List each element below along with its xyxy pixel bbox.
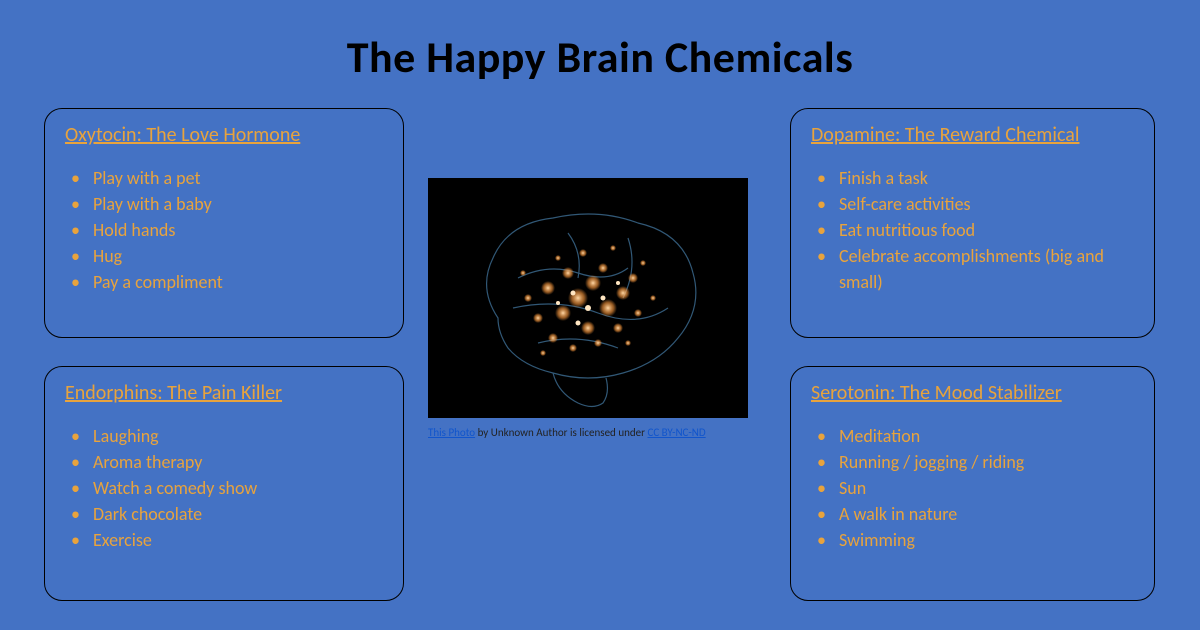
list-item: Swimming	[815, 527, 1134, 553]
list-item: Watch a comedy show	[69, 475, 383, 501]
brain-icon	[428, 178, 748, 418]
box-dopamine-heading: Dopamine: The Reward Chemical	[811, 123, 1134, 147]
box-dopamine-list: Finish a task Self-care activities Eat n…	[811, 165, 1134, 295]
box-endorphins: Endorphins: The Pain Killer Laughing Aro…	[44, 366, 404, 601]
caption-link-license[interactable]: CC BY-NC-ND	[647, 426, 705, 439]
list-item: Aroma therapy	[69, 449, 383, 475]
brain-image	[428, 178, 748, 418]
caption-link-photo[interactable]: This Photo	[428, 426, 475, 439]
list-item: Meditation	[815, 423, 1134, 449]
box-serotonin: Serotonin: The Mood Stabilizer Meditatio…	[790, 366, 1155, 601]
list-item: Sun	[815, 475, 1134, 501]
box-dopamine: Dopamine: The Reward Chemical Finish a t…	[790, 108, 1155, 338]
page-title: The Happy Brain Chemicals	[0, 0, 1200, 84]
list-item: Hug	[69, 243, 383, 269]
list-item: Hold hands	[69, 217, 383, 243]
box-oxytocin-heading: Oxytocin: The Love Hormone	[65, 123, 383, 147]
list-item: Running / jogging / riding	[815, 449, 1134, 475]
list-item: Pay a compliment	[69, 269, 383, 295]
box-endorphins-heading: Endorphins: The Pain Killer	[65, 381, 383, 405]
box-serotonin-list: Meditation Running / jogging / riding Su…	[811, 423, 1134, 553]
list-item: Dark chocolate	[69, 501, 383, 527]
list-item: Eat nutritious food	[815, 217, 1134, 243]
box-serotonin-heading: Serotonin: The Mood Stabilizer	[811, 381, 1134, 405]
list-item: Self-care activities	[815, 191, 1134, 217]
caption-text: by Unknown Author is licensed under	[475, 426, 647, 439]
content-grid: Oxytocin: The Love Hormone Play with a p…	[0, 108, 1200, 628]
box-oxytocin: Oxytocin: The Love Hormone Play with a p…	[44, 108, 404, 338]
list-item: Play with a baby	[69, 191, 383, 217]
list-item: Finish a task	[815, 165, 1134, 191]
list-item: Celebrate accomplishments (big and small…	[815, 243, 1134, 295]
list-item: Exercise	[69, 527, 383, 553]
image-caption: This Photo by Unknown Author is licensed…	[428, 426, 748, 440]
box-endorphins-list: Laughing Aroma therapy Watch a comedy sh…	[65, 423, 383, 553]
list-item: Play with a pet	[69, 165, 383, 191]
box-oxytocin-list: Play with a pet Play with a baby Hold ha…	[65, 165, 383, 295]
list-item: Laughing	[69, 423, 383, 449]
list-item: A walk in nature	[815, 501, 1134, 527]
